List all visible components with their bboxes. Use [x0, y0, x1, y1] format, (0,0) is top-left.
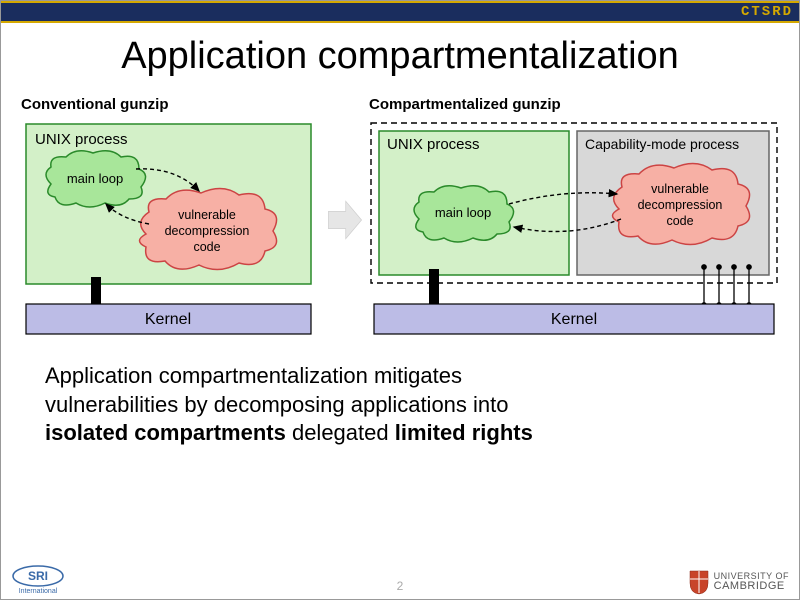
- main-loop-bubble: main loop: [46, 151, 146, 207]
- cam-line2: CAMBRIDGE: [714, 581, 789, 592]
- caption-mid: delegated: [286, 420, 395, 445]
- unix-process-label-r: UNIX process: [387, 136, 480, 153]
- cap-mode-label: Capability-mode process: [585, 136, 739, 152]
- cambridge-logo: UNIVERSITY OF CAMBRIDGE: [688, 569, 789, 595]
- vuln-text-1: vulnerable: [178, 208, 236, 222]
- caption: Application compartmentalization mitigat…: [1, 344, 799, 448]
- vuln-text-2: decompression: [165, 224, 250, 238]
- kernel-label-r: Kernel: [551, 311, 597, 328]
- vuln-bubble-r: vulnerable decompression code: [613, 163, 750, 244]
- vuln-text-3: code: [193, 240, 220, 254]
- main-loop-bubble-r: main loop: [414, 186, 514, 242]
- shield-icon: [688, 569, 710, 595]
- unix-process-label: UNIX process: [35, 131, 128, 148]
- sri-logo: SRI International: [11, 564, 65, 595]
- left-label: Conventional gunzip: [21, 96, 321, 113]
- vuln-text-2r: decompression: [638, 198, 723, 212]
- main-loop-text-r: main loop: [435, 205, 491, 220]
- kernel-label: Kernel: [145, 311, 191, 328]
- diagram-row: Conventional gunzip UNIX process main lo…: [1, 96, 799, 344]
- vuln-bubble: vulnerable decompression code: [140, 188, 277, 269]
- kernel-connector: [91, 277, 101, 307]
- sri-sub: International: [19, 588, 58, 595]
- left-column: Conventional gunzip UNIX process main lo…: [21, 96, 321, 344]
- vuln-text-3r: code: [666, 214, 693, 228]
- top-bar: CTSRD: [1, 1, 799, 23]
- right-diagram: UNIX process Capability-mode process mai…: [369, 119, 779, 339]
- svg-text:SRI: SRI: [28, 569, 48, 583]
- right-label: Compartmentalized gunzip: [369, 96, 779, 113]
- footer: SRI International UNIVERSITY OF CAMBRIDG…: [1, 564, 799, 595]
- right-column: Compartmentalized gunzip UNIX process Ca…: [369, 96, 779, 344]
- big-arrow-icon: [327, 190, 363, 250]
- slide-title: Application compartmentalization: [1, 35, 799, 78]
- caption-bold1: isolated compartments: [45, 420, 286, 445]
- kernel-connector-r: [429, 269, 439, 307]
- caption-line1: Application compartmentalization mitigat…: [45, 363, 462, 388]
- caption-line2: vulnerabilities by decomposing applicati…: [45, 392, 509, 417]
- brand-text: CTSRD: [741, 4, 793, 20]
- left-diagram: UNIX process main loop vulnerable decomp…: [21, 119, 321, 339]
- caption-bold2: limited rights: [395, 420, 533, 445]
- vuln-text-1r: vulnerable: [651, 182, 709, 196]
- main-loop-text: main loop: [67, 171, 123, 186]
